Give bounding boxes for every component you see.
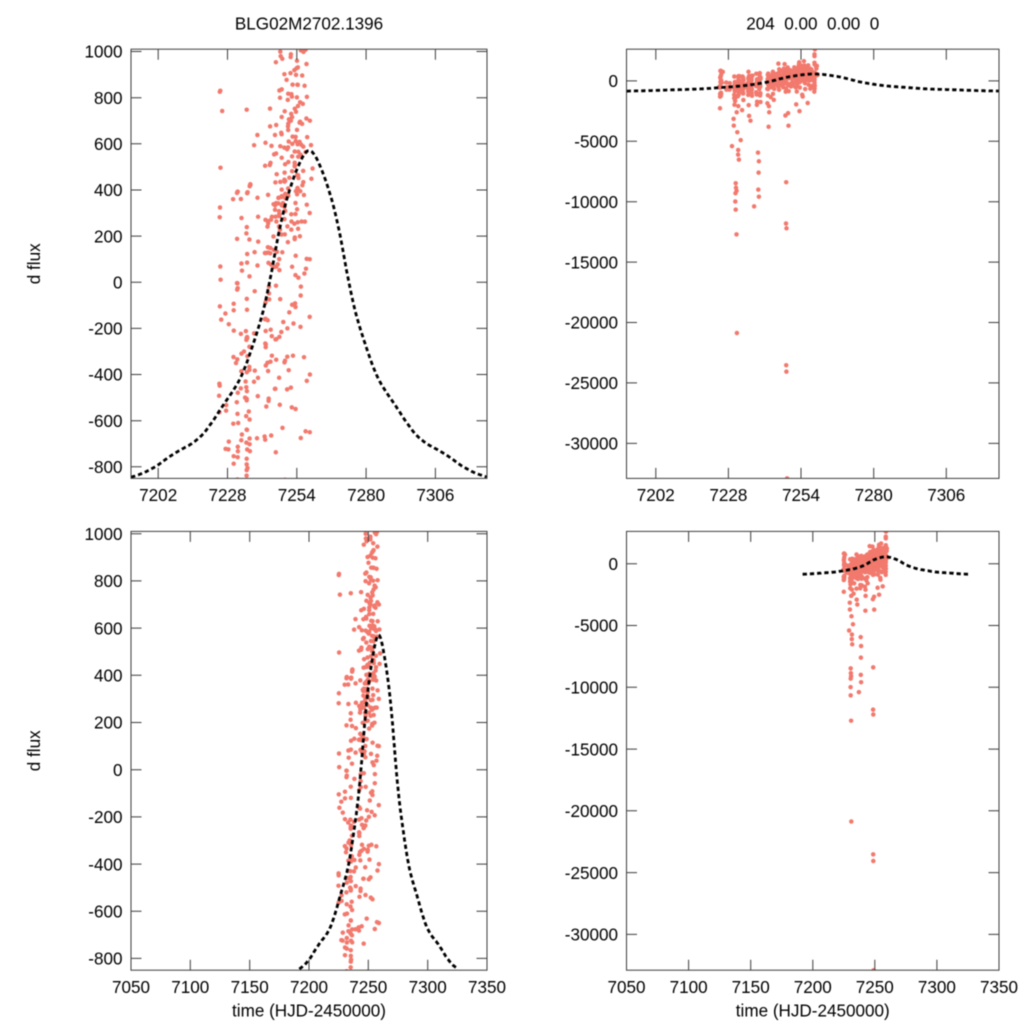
svg-text:200: 200 [94, 227, 123, 246]
svg-text:-30000: -30000 [565, 926, 618, 945]
svg-text:7050: 7050 [607, 978, 645, 997]
svg-text:7228: 7228 [208, 486, 246, 505]
svg-text:7350: 7350 [980, 978, 1018, 997]
svg-text:7150: 7150 [231, 978, 269, 997]
svg-text:600: 600 [94, 135, 123, 154]
svg-text:0: 0 [113, 273, 123, 292]
svg-text:7150: 7150 [732, 978, 770, 997]
svg-text:7250: 7250 [349, 978, 387, 997]
svg-text:-400: -400 [88, 366, 122, 385]
svg-text:-800: -800 [88, 458, 122, 477]
svg-text:7280: 7280 [347, 486, 385, 505]
svg-text:d flux: d flux [25, 730, 44, 771]
svg-text:800: 800 [94, 572, 123, 591]
svg-text:7100: 7100 [171, 978, 209, 997]
svg-text:800: 800 [94, 89, 123, 108]
svg-text:-200: -200 [88, 320, 122, 339]
svg-text:600: 600 [94, 619, 123, 638]
svg-text:7350: 7350 [468, 978, 506, 997]
svg-text:7306: 7306 [927, 486, 965, 505]
svg-text:-20000: -20000 [565, 802, 618, 821]
svg-text:7280: 7280 [855, 486, 893, 505]
svg-text:time (HJD-2450000): time (HJD-2450000) [736, 1002, 890, 1021]
svg-text:7200: 7200 [794, 978, 832, 997]
svg-text:400: 400 [94, 181, 123, 200]
svg-text:-30000: -30000 [565, 435, 618, 454]
svg-text:7200: 7200 [290, 978, 328, 997]
svg-text:7250: 7250 [856, 978, 894, 997]
svg-text:200: 200 [94, 714, 123, 733]
svg-text:-200: -200 [88, 808, 122, 827]
svg-text:0: 0 [608, 72, 618, 91]
svg-text:7306: 7306 [416, 486, 454, 505]
svg-text:-10000: -10000 [565, 193, 618, 212]
svg-text:-15000: -15000 [565, 253, 618, 272]
svg-text:7300: 7300 [918, 978, 956, 997]
svg-text:-15000: -15000 [565, 740, 618, 759]
svg-text:-25000: -25000 [565, 864, 618, 883]
svg-text:-5000: -5000 [574, 133, 618, 152]
svg-text:time (HJD-2450000): time (HJD-2450000) [232, 1002, 386, 1021]
svg-text:-400: -400 [88, 855, 122, 874]
svg-text:7100: 7100 [670, 978, 708, 997]
svg-text:BLG02M2702.1396: BLG02M2702.1396 [235, 15, 383, 34]
svg-text:204 0.00 0.00 0: 204 0.00 0.00 0 [746, 15, 879, 34]
svg-text:-5000: -5000 [574, 617, 618, 636]
svg-text:0: 0 [113, 761, 123, 780]
svg-text:7202: 7202 [637, 486, 675, 505]
svg-text:-25000: -25000 [565, 374, 618, 393]
svg-text:-800: -800 [88, 950, 122, 969]
svg-text:1000: 1000 [84, 525, 122, 544]
svg-text:d flux: d flux [25, 243, 44, 284]
svg-text:0: 0 [608, 555, 618, 574]
svg-text:1000: 1000 [84, 43, 122, 62]
svg-text:-10000: -10000 [565, 679, 618, 698]
svg-text:-600: -600 [88, 902, 122, 921]
svg-text:400: 400 [94, 667, 123, 686]
svg-text:7254: 7254 [782, 486, 820, 505]
svg-text:7202: 7202 [139, 486, 177, 505]
svg-text:-20000: -20000 [565, 314, 618, 333]
svg-text:7254: 7254 [278, 486, 316, 505]
svg-text:7050: 7050 [112, 978, 150, 997]
svg-text:7228: 7228 [709, 486, 747, 505]
svg-text:7300: 7300 [409, 978, 447, 997]
svg-text:-600: -600 [88, 412, 122, 431]
